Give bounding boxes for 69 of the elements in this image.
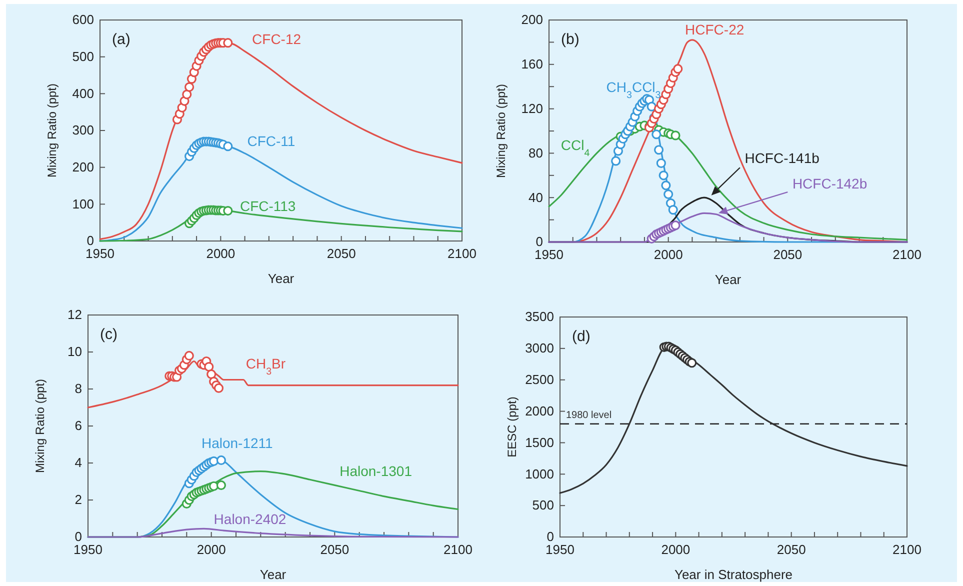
y-tick-label: 3500 bbox=[525, 309, 554, 324]
x-tick-label: 2100 bbox=[892, 542, 922, 558]
series-label: CH$_{3}$CCl$_{3}$ bbox=[606, 79, 662, 101]
x-axis-title: Year bbox=[260, 567, 287, 582]
series-label: CFC-11 bbox=[247, 132, 296, 149]
series-label: Halon-1211 bbox=[201, 435, 274, 452]
y-tick-label: 4 bbox=[74, 455, 82, 470]
text: HCFC-142b bbox=[792, 176, 868, 192]
y-tick-label: 40 bbox=[528, 190, 543, 205]
y-tick-label: 0 bbox=[546, 529, 554, 544]
y-tick-label: 1000 bbox=[525, 466, 554, 482]
y-tick-label: 1500 bbox=[525, 434, 554, 450]
y-axis-title: Mixing Ratio (ppt) bbox=[494, 84, 508, 178]
x-tick-label: 2000 bbox=[654, 247, 683, 262]
y-tick-label: 160 bbox=[521, 56, 543, 72]
series-label: HCFC-22 bbox=[685, 21, 744, 38]
x-tick-label: 2050 bbox=[326, 246, 356, 262]
y-tick-label: 10 bbox=[68, 344, 82, 360]
y-tick-label: 80 bbox=[528, 145, 543, 160]
series-label: CH$_{3}$Br bbox=[246, 356, 286, 378]
series-label: CFC-113 bbox=[240, 198, 296, 214]
y-tick-label: 120 bbox=[521, 100, 543, 116]
x-tick-label: 2050 bbox=[320, 542, 350, 558]
y-tick-label: 400 bbox=[72, 86, 94, 101]
y-tick-label: 0 bbox=[536, 234, 543, 250]
y-tick-label: 200 bbox=[521, 12, 543, 28]
x-tick-label: 2000 bbox=[661, 542, 690, 558]
annotation: (d) bbox=[572, 328, 590, 345]
x-axis-title: Year in Stratosphere bbox=[674, 567, 793, 582]
x-tick-label: 1950 bbox=[74, 542, 102, 558]
y-tick-label: 8 bbox=[74, 381, 82, 396]
y-tick-label: 500 bbox=[532, 498, 554, 513]
y-axis-title: EESC (ppt) bbox=[505, 396, 519, 458]
series-label: CCl$_{4}$ bbox=[560, 136, 590, 158]
annotation: (c) bbox=[100, 326, 118, 343]
series-label: CFC-12 bbox=[252, 30, 302, 47]
x-tick-label: 2100 bbox=[892, 247, 922, 262]
y-tick-label: 0 bbox=[86, 233, 94, 248]
x-tick-label: 2000 bbox=[206, 246, 236, 262]
y-tick-label: 200 bbox=[72, 159, 94, 174]
annotation: (b) bbox=[561, 31, 580, 48]
x-tick-label: 2000 bbox=[196, 542, 226, 558]
x-tick-label: 2100 bbox=[448, 246, 476, 262]
x-tick-label: 1950 bbox=[534, 247, 564, 262]
y-tick-label: 2500 bbox=[525, 372, 554, 388]
y-tick-label: 6 bbox=[74, 418, 82, 434]
y-tick-label: 600 bbox=[72, 12, 94, 28]
x-tick-label: 1950 bbox=[86, 246, 114, 262]
series-label: Halon-1301 bbox=[340, 462, 412, 479]
y-axis-title: Mixing Ratio (ppt) bbox=[33, 378, 47, 474]
y-tick-label: 100 bbox=[72, 196, 94, 212]
y-tick-label: 2 bbox=[74, 492, 82, 508]
y-tick-label: 300 bbox=[72, 122, 94, 138]
ref-line-label: 1980 level bbox=[566, 410, 612, 421]
x-axis-title: Year bbox=[268, 271, 295, 286]
y-tick-label: 0 bbox=[74, 529, 82, 544]
y-tick-label: 2000 bbox=[525, 403, 554, 418]
y-tick-label: 3000 bbox=[525, 340, 554, 356]
x-tick-label: 2100 bbox=[444, 542, 472, 558]
y-tick-label: 500 bbox=[72, 48, 94, 64]
y-axis-title: Mixing Ratio (ppt) bbox=[45, 83, 59, 178]
text: HCFC-141b bbox=[744, 150, 820, 166]
y-tick-label: 12 bbox=[68, 307, 82, 322]
x-tick-label: 2050 bbox=[773, 247, 802, 262]
x-tick-label: 1950 bbox=[546, 542, 574, 558]
series-label: Halon-2402 bbox=[214, 511, 286, 528]
annotation: (a) bbox=[112, 31, 130, 48]
x-tick-label: 2050 bbox=[776, 542, 806, 558]
x-axis-title: Year bbox=[714, 272, 742, 287]
